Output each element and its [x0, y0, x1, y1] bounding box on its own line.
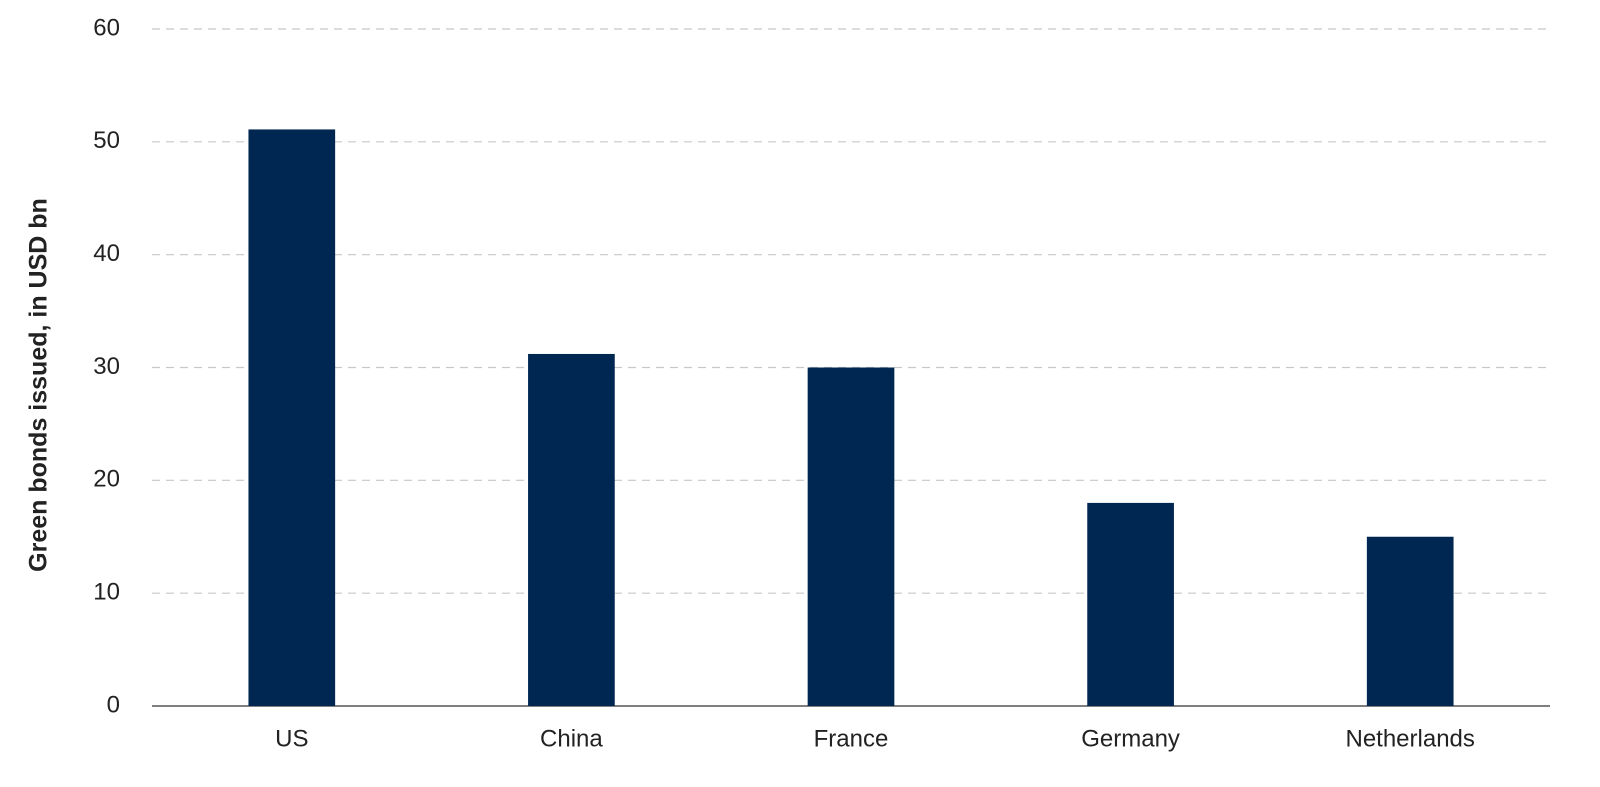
x-tick-label: China — [540, 725, 603, 752]
y-tick-label: 0 — [107, 691, 120, 718]
x-tick-label: France — [814, 725, 889, 752]
y-tick-label: 10 — [93, 579, 120, 606]
y-tick-label: 50 — [93, 127, 120, 154]
y-tick-label: 20 — [93, 466, 120, 493]
y-tick-label: 60 — [93, 14, 120, 41]
y-axis-label: Green bonds issued, in USD bn — [25, 198, 53, 572]
bar — [1087, 502, 1174, 706]
x-tick-label: Netherlands — [1345, 725, 1474, 752]
bar — [248, 129, 336, 707]
x-tick-label: US — [275, 725, 308, 752]
bar — [1366, 536, 1454, 706]
y-tick-label: 40 — [93, 240, 120, 267]
bar — [807, 367, 895, 706]
x-tick-label: Germany — [1081, 725, 1180, 752]
y-tick-label: 30 — [93, 353, 120, 380]
bar — [528, 353, 615, 706]
